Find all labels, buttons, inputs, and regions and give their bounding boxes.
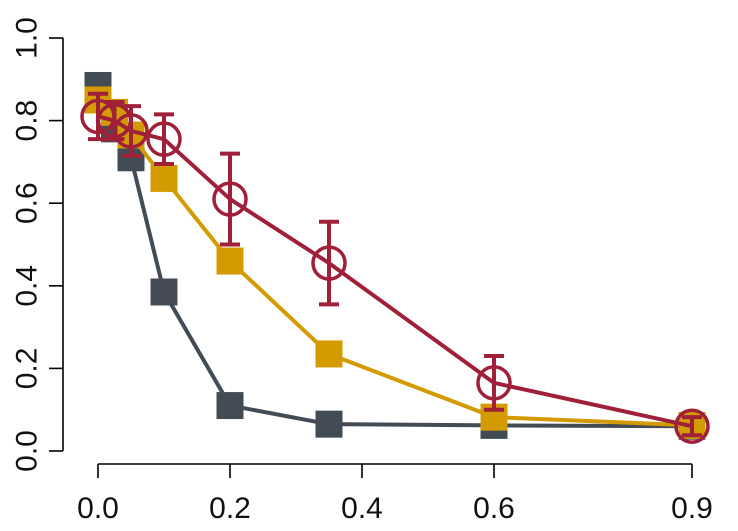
y-axis: 0.0 0.2 0.4 0.6 0.8 1.0: [11, 17, 64, 472]
series-3: [80, 91, 710, 444]
y-tick-label: 1.0: [11, 17, 44, 59]
data-point-square: [150, 164, 178, 192]
series-layer: [80, 71, 710, 444]
data-point-square: [216, 247, 244, 275]
series-1-line: [96, 84, 693, 429]
x-tick-label: 0.4: [341, 492, 383, 525]
x-tick-label: 0.0: [77, 492, 119, 525]
data-point-circle: [674, 408, 710, 444]
data-point-circle: [311, 245, 347, 281]
data-point-square: [315, 410, 343, 438]
x-axis: 0.0 0.2 0.4 0.6 0.9: [77, 463, 713, 525]
x-tick-label: 0.9: [671, 492, 713, 525]
data-point-circle: [212, 181, 248, 217]
y-tick-label: 0.8: [11, 100, 44, 142]
data-point-square: [315, 340, 343, 368]
x-tick-label: 0.6: [473, 492, 515, 525]
series-1: [84, 71, 706, 440]
data-point-circle: [80, 98, 116, 135]
data-point-square: [150, 278, 178, 306]
series-2: [84, 86, 706, 439]
y-tick-label: 0.2: [11, 348, 44, 390]
y-tick-label: 0.0: [11, 430, 44, 472]
x-tick-label: 0.2: [209, 492, 251, 525]
error-bar: [319, 219, 339, 307]
y-tick-label: 0.6: [11, 182, 44, 224]
data-point-square: [216, 392, 244, 420]
data-point-circle: [113, 113, 149, 149]
y-tick-label: 0.4: [11, 265, 44, 307]
series-2-line: [96, 98, 693, 428]
error-bar: [220, 151, 240, 247]
data-point-circle: [146, 121, 182, 157]
error-bar: [682, 415, 702, 438]
error-bar: [484, 354, 504, 412]
data-point-circle: [476, 365, 512, 401]
